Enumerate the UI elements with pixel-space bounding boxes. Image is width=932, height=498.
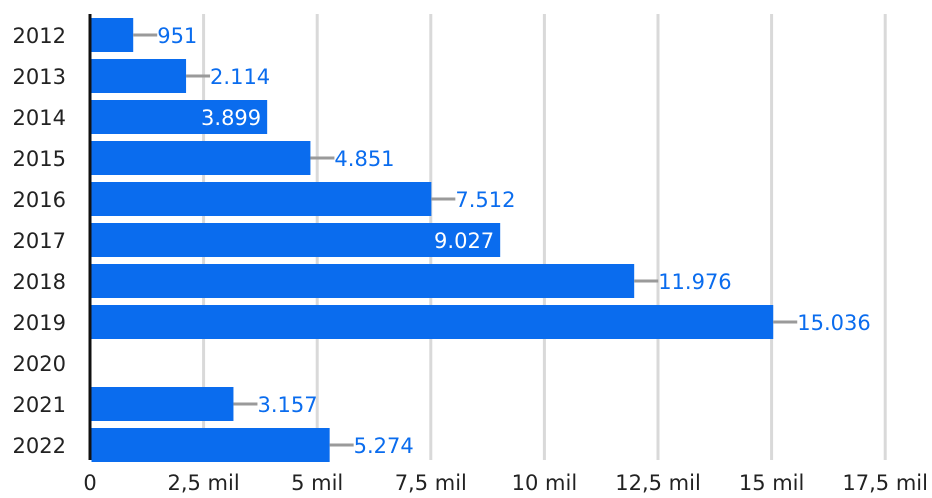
category-label: 2012	[13, 24, 66, 48]
bar	[91, 387, 234, 421]
x-tick-label: 2,5 mil	[167, 471, 239, 495]
data-label: 15.036	[797, 311, 870, 335]
category-label: 2014	[13, 106, 66, 130]
x-tick-label: 10 mil	[512, 471, 578, 495]
x-tick-label: 17,5 mil	[842, 471, 928, 495]
bar	[91, 100, 268, 134]
data-label: 951	[157, 24, 197, 48]
data-label: 3.157	[257, 393, 317, 417]
x-tick-label: 12,5 mil	[615, 471, 701, 495]
x-tick-label: 15 mil	[739, 471, 805, 495]
x-tick-label: 0	[83, 471, 96, 495]
category-label: 2022	[13, 434, 66, 458]
x-tick-label: 7,5 mil	[395, 471, 467, 495]
category-labels: 2012 2013 2014 2015 2016 2017 2018 2019 2020 2021…	[13, 24, 66, 458]
category-label: 2020	[13, 352, 66, 376]
x-tick-label: 5 mil	[291, 471, 343, 495]
bars: 951 2.114 3.899 4.851 7.512 9.027 11.976 15.036…	[91, 18, 871, 462]
category-label: 2019	[13, 311, 66, 335]
bar	[91, 18, 134, 52]
category-label: 2018	[13, 270, 66, 294]
data-label: 5.274	[354, 434, 414, 458]
category-label: 2013	[13, 65, 66, 89]
bar	[91, 59, 187, 93]
data-label: 4.851	[334, 147, 394, 171]
data-label: 9.027	[434, 229, 494, 253]
bar	[91, 141, 311, 175]
bar	[91, 223, 501, 257]
data-label: 7.512	[455, 188, 515, 212]
category-label: 2021	[13, 393, 66, 417]
bar	[91, 264, 635, 298]
x-tick-labels: 0 2,5 mil 5 mil 7,5 mil 10 mil 12,5 mil 15 mil…	[83, 471, 928, 495]
bar	[91, 305, 774, 339]
category-label: 2016	[13, 188, 66, 212]
data-label: 11.976	[658, 270, 731, 294]
category-label: 2015	[13, 147, 66, 171]
data-label: 2.114	[210, 65, 270, 89]
bar	[91, 182, 432, 216]
data-label: 3.899	[201, 106, 261, 130]
bar	[91, 428, 330, 462]
category-label: 2017	[13, 229, 66, 253]
